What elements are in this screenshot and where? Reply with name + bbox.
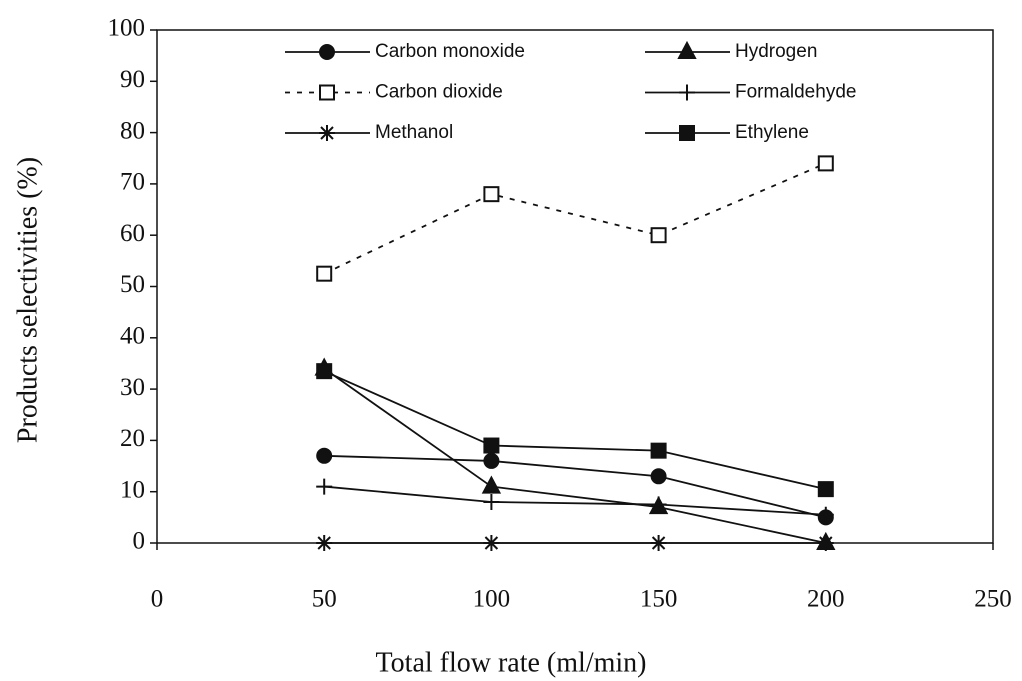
- series-line: [324, 485, 826, 516]
- y-tick-label: 80: [120, 117, 145, 144]
- y-tick-label: 40: [120, 323, 145, 350]
- marker: [650, 468, 667, 485]
- marker: [650, 535, 667, 551]
- legend-label: Carbon monoxide: [375, 41, 525, 62]
- marker: [817, 535, 834, 551]
- legend-label: Methanol: [375, 122, 453, 143]
- marker: [316, 363, 333, 380]
- marker: [650, 442, 667, 459]
- legend-label: Hydrogen: [735, 41, 817, 62]
- y-tick-label: 100: [108, 15, 146, 42]
- y-tick-label: 60: [120, 220, 145, 247]
- x-tick-label: 250: [974, 586, 1012, 613]
- y-tick-label: 20: [120, 425, 145, 452]
- legend-label: Formaldehyde: [735, 82, 856, 103]
- marker: [483, 452, 500, 469]
- marker: [650, 496, 667, 513]
- series-line: [323, 370, 827, 491]
- plot-frame: [156, 29, 994, 544]
- marker: [316, 535, 333, 551]
- marker: [817, 481, 834, 498]
- y-tick-label: 0: [133, 528, 146, 555]
- y-axis-label: Products selectivities (%): [12, 157, 43, 443]
- marker: [817, 506, 834, 523]
- marker: [650, 227, 667, 244]
- x-tick-label: 50: [312, 586, 337, 613]
- x-tick-label: 100: [473, 586, 511, 613]
- legend-marker: [319, 125, 335, 141]
- x-tick-label: 200: [807, 586, 845, 613]
- y-tick-label: 90: [120, 66, 145, 93]
- marker: [481, 475, 502, 494]
- legend-marker: [319, 44, 335, 60]
- y-tick-label: 70: [120, 169, 145, 196]
- legend: Carbon monoxide Hydrogen Carbon dioxide For…: [285, 41, 856, 143]
- legend-marker: [679, 125, 695, 141]
- legend-marker: [679, 84, 695, 101]
- x-tick-label: 150: [640, 586, 678, 613]
- y-tick-label: 50: [120, 271, 145, 298]
- marker: [316, 478, 333, 495]
- y-tick-label: 30: [120, 374, 145, 401]
- marker: [316, 447, 333, 464]
- series-line: [323, 367, 826, 544]
- marker: [483, 437, 500, 454]
- marker: [483, 535, 500, 551]
- marker: [316, 265, 333, 282]
- legend-marker: [319, 84, 335, 101]
- legend-label: Carbon dioxide: [375, 82, 503, 103]
- legend-marker: [677, 40, 697, 59]
- x-axis-label: Total flow rate (ml/min): [376, 647, 647, 678]
- marker: [483, 493, 500, 510]
- series-line: [323, 162, 827, 275]
- marker: [817, 155, 834, 172]
- y-tick-label: 10: [120, 476, 145, 503]
- legend-label: Ethylene: [735, 122, 809, 143]
- marker: [483, 186, 500, 203]
- series-line: [324, 454, 827, 519]
- x-tick-label: 0: [151, 586, 164, 613]
